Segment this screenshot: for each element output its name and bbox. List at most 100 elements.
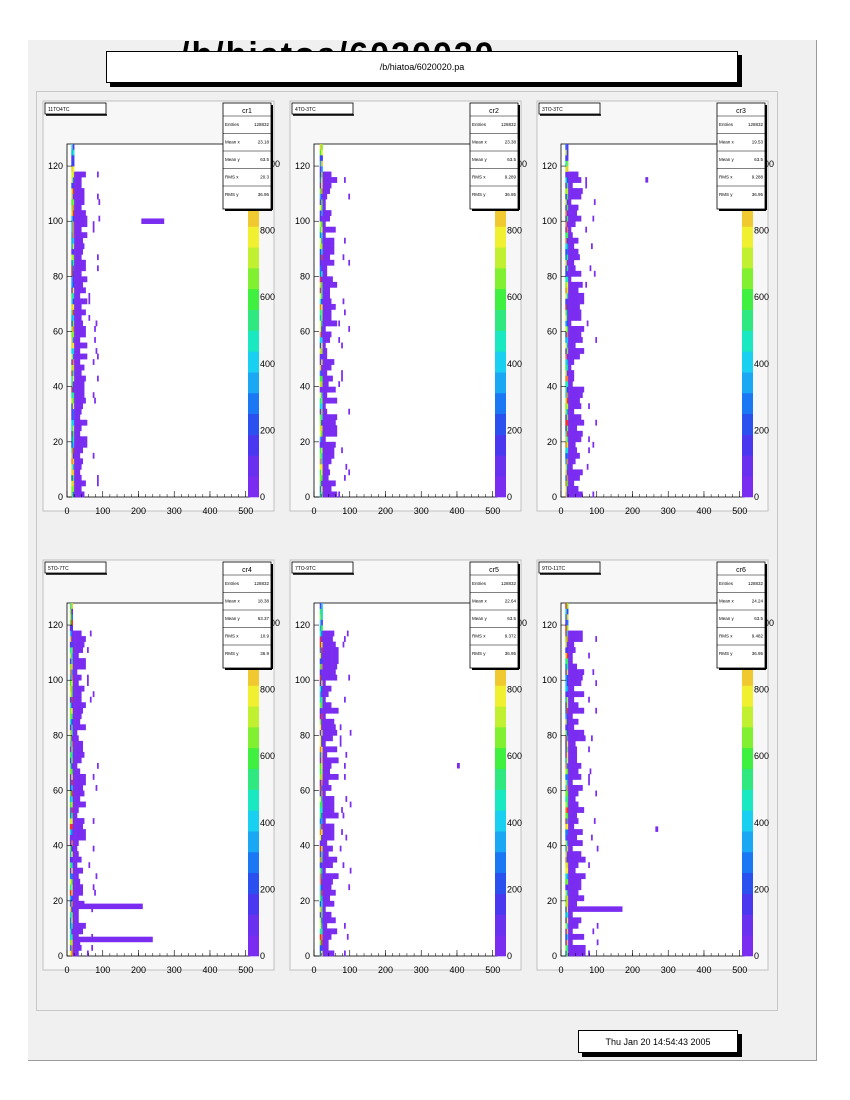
heatmap-cell xyxy=(324,735,326,742)
heatmap-cell xyxy=(568,757,570,764)
heatmap-cell xyxy=(322,647,325,653)
heatmap-cell xyxy=(82,232,85,239)
heatmap-cell xyxy=(324,298,326,305)
heatmap-cell xyxy=(78,834,81,841)
heatmap-cell xyxy=(334,177,336,183)
heatmap-cell xyxy=(334,773,336,780)
heatmap-cell xyxy=(69,906,72,913)
heatmap-cell xyxy=(568,298,570,305)
heatmap-cell xyxy=(334,658,336,664)
heatmap-cell xyxy=(69,751,72,758)
heatmap-cell xyxy=(571,441,573,448)
heatmap-cell xyxy=(569,702,572,709)
heatmap-cell xyxy=(326,397,329,404)
heatmap-cell xyxy=(75,922,78,929)
heatmap-cell xyxy=(322,331,325,338)
heatmap-cell xyxy=(77,248,79,255)
heatmap-cell xyxy=(572,884,575,891)
heatmap-cell xyxy=(325,685,328,692)
heatmap-cell xyxy=(325,226,328,233)
heatmap-cell xyxy=(575,353,578,360)
heatmap-cell xyxy=(71,603,74,609)
stats-value: 128832 xyxy=(748,122,764,127)
heatmap-cell xyxy=(74,397,76,404)
heatmap-cell xyxy=(582,729,585,736)
heatmap-cell xyxy=(319,851,322,858)
heatmap-cell xyxy=(75,314,78,321)
palette-cell xyxy=(742,413,753,435)
heatmap-cell xyxy=(75,397,78,404)
heatmap-cell xyxy=(568,779,570,786)
heatmap-cell xyxy=(78,474,81,481)
heatmap-cell xyxy=(321,199,323,205)
heatmap-cell xyxy=(71,144,74,150)
heatmap-cell xyxy=(75,729,78,736)
heatmap-cell xyxy=(581,348,583,354)
heatmap-cell xyxy=(321,326,323,332)
heatmap-cell xyxy=(79,641,82,648)
heatmap-cell xyxy=(324,823,326,830)
y-tick-label: 20 xyxy=(547,896,557,906)
heatmap-cell xyxy=(581,950,583,957)
heatmap-cell xyxy=(571,900,573,907)
heatmap-cell xyxy=(328,652,331,659)
heatmap-cell xyxy=(78,724,81,731)
heatmap-cell xyxy=(331,746,333,753)
heatmap-cell xyxy=(324,485,326,492)
heatmap-cell xyxy=(568,474,570,481)
heatmap-cell xyxy=(75,658,78,664)
heatmap-cell xyxy=(571,485,573,492)
heatmap-cell xyxy=(576,702,579,709)
heatmap-cell xyxy=(566,619,569,626)
heatmap-cell xyxy=(329,834,332,841)
heatmap-cell xyxy=(331,724,333,731)
heatmap-cell xyxy=(573,386,576,393)
heatmap-cell xyxy=(325,480,328,487)
heatmap-cell xyxy=(78,641,81,648)
heatmap-cell xyxy=(565,326,568,332)
heatmap-cell xyxy=(324,353,326,360)
heatmap-cell xyxy=(329,397,332,404)
heatmap-cell xyxy=(319,614,322,620)
heatmap-cell xyxy=(332,425,335,432)
heatmap-cell xyxy=(569,856,572,863)
heatmap-cell xyxy=(79,320,82,327)
heatmap-cell xyxy=(81,740,84,747)
heatmap-cell xyxy=(335,729,338,736)
heatmap-cell xyxy=(572,270,575,277)
heatmap-cell xyxy=(571,785,573,791)
heatmap-cell xyxy=(78,823,81,830)
heatmap-cell xyxy=(79,210,82,217)
heatmap-cell xyxy=(568,210,570,217)
heatmap-cell xyxy=(568,259,570,266)
heatmap-cell xyxy=(324,386,326,393)
heatmap-cell xyxy=(328,485,331,492)
heatmap-cell xyxy=(576,950,579,957)
heatmap-cell xyxy=(321,414,323,421)
heatmap-cell xyxy=(78,757,81,764)
heatmap-cell xyxy=(571,818,573,824)
heatmap-cell xyxy=(74,463,76,470)
heatmap-cell xyxy=(72,873,75,880)
heatmap-cell xyxy=(82,801,85,808)
heatmap-cell xyxy=(325,751,328,758)
heatmap-cell xyxy=(81,458,84,465)
heatmap-cell xyxy=(572,691,575,698)
heatmap-cell xyxy=(572,807,575,813)
heatmap-cell xyxy=(332,829,335,835)
heatmap-cell xyxy=(82,480,85,487)
heatmap-cell xyxy=(565,403,568,410)
heatmap-cell xyxy=(321,226,323,233)
heatmap-cell xyxy=(72,160,75,167)
heatmap-cell xyxy=(566,243,569,250)
heatmap-cell xyxy=(573,397,576,404)
heatmap-cell xyxy=(573,796,576,802)
heatmap-cell xyxy=(569,680,572,687)
heatmap-cell xyxy=(321,807,323,813)
heatmap-cell xyxy=(331,801,333,808)
heatmap-cell xyxy=(565,884,568,891)
heatmap-cell xyxy=(576,386,579,393)
heatmap-cell xyxy=(74,658,76,664)
heatmap-cell xyxy=(328,171,331,178)
heatmap-cell xyxy=(77,757,79,764)
